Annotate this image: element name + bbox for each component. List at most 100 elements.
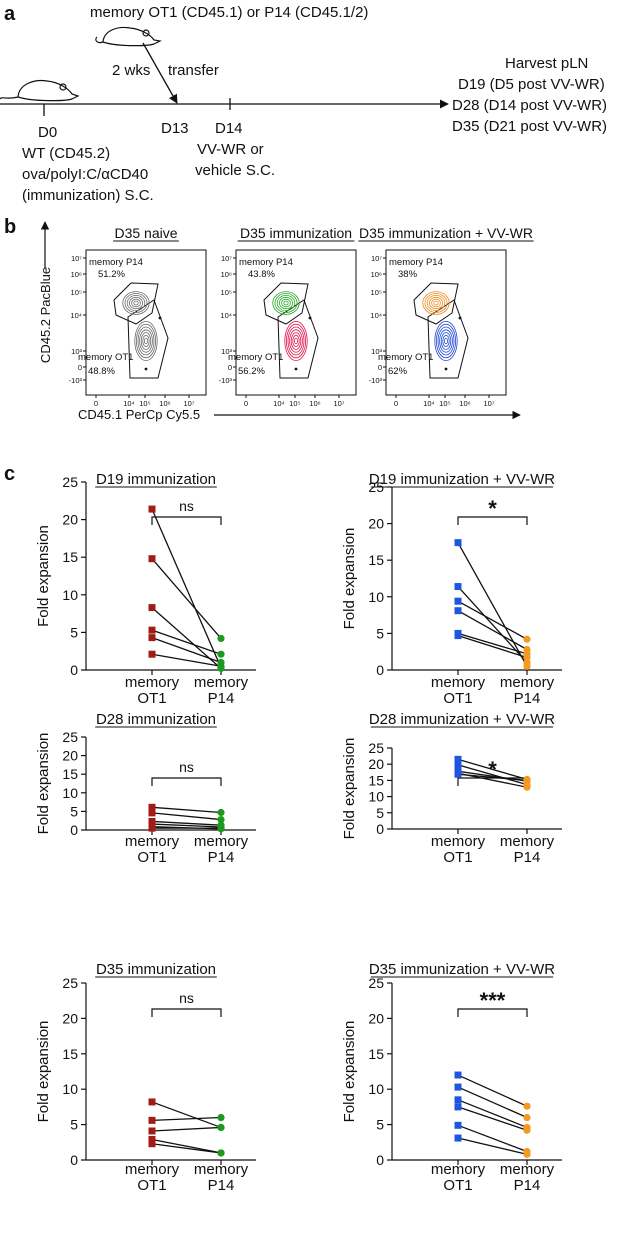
d14-label: D14: [215, 120, 243, 137]
flow-x-tick-label: 10⁶: [159, 399, 170, 408]
flow-panel-title: D35 naive: [114, 225, 177, 241]
p14-point: [217, 662, 225, 670]
chart-y-tick-label: 0: [376, 821, 384, 837]
flow-contour-p14: [281, 298, 291, 308]
chart-x-tick-label: OT1: [443, 690, 472, 707]
chart-x-tick-label: memory: [500, 1161, 555, 1178]
paired-line: [151, 558, 222, 639]
ot1-point: [454, 632, 462, 640]
flow-panel-title: D35 immunization: [240, 225, 352, 241]
flow-x-tick-label: 10⁷: [183, 399, 194, 408]
significance-bracket: [457, 516, 528, 525]
paired-line: [457, 758, 528, 781]
flow-gate-ot1: [427, 299, 469, 379]
panel-label-b: b: [4, 216, 16, 238]
paired-line: [151, 1126, 222, 1132]
ot1-point: [454, 761, 462, 769]
flow-contour-ot1: [143, 337, 148, 345]
flow-contour-ot1: [443, 337, 448, 345]
p14-point: [523, 1126, 531, 1134]
flow-ot1-percent: 48.8%: [88, 366, 115, 377]
flow-x-tick-label: 10⁵: [289, 399, 300, 408]
flow-p14-label: memory P14: [239, 257, 293, 268]
chart-y-tick-label: 0: [70, 662, 78, 678]
p14-point: [217, 650, 225, 658]
flow-contour-p14: [124, 293, 148, 313]
paired-line: [151, 508, 222, 669]
flow-gate-p14: [113, 282, 159, 325]
flow-outlier-dot: [144, 367, 148, 371]
flow-outlier-dot: [444, 367, 448, 371]
flow-contour-ot1: [142, 334, 150, 347]
transfer-label: transfer: [168, 62, 219, 79]
flow-y-tick-label: 10³: [371, 347, 382, 356]
flow-contour-p14: [126, 294, 146, 311]
chart-x-tick-label: OT1: [137, 849, 166, 866]
paired-line: [457, 610, 528, 651]
significance-label: ns: [179, 498, 194, 514]
mouse-icon-bottom: [0, 79, 80, 102]
p14-point: [217, 808, 225, 817]
flow-contour-ot1: [285, 323, 306, 359]
flow-x-tick-label: 10⁴: [423, 399, 435, 408]
flow-contour-ot1: [293, 337, 298, 345]
ot1-point: [454, 755, 462, 763]
chart-3: D28 immunization 0 5 10 15 20 25 Fold expansion…: [35, 711, 256, 866]
p14-point: [523, 783, 531, 791]
chart-y-tick-label: 0: [70, 1152, 78, 1168]
transfer-text: memory OT1 (CD45.1) or P14 (CD45.1/2): [90, 4, 368, 21]
chart-y-tick-label: 0: [376, 662, 384, 678]
chart-x-tick-label: P14: [208, 690, 235, 707]
flow-contour-ot1: [135, 323, 156, 359]
panel-a: a memory OT1 (CD45.1) or P14 (CD45.1/2) …: [0, 3, 607, 204]
flow-ot1-label: memory OT1: [378, 352, 433, 363]
chart-x-tick-label: OT1: [443, 849, 472, 866]
ot1-point: [148, 1116, 156, 1124]
p14-point: [523, 1150, 531, 1158]
panel-label-c: c: [4, 463, 15, 485]
flow-contour-ot1: [140, 332, 152, 350]
flow-y-tick-label: 10⁴: [370, 311, 382, 320]
chart-x-tick-label: memory: [194, 674, 249, 691]
flow-y-axis-label: CD45.2 PacBlue: [38, 267, 53, 363]
flow-y-tick-label: 10⁴: [220, 311, 232, 320]
flow-gate-ot1: [277, 299, 319, 379]
chart-x-tick-label: P14: [208, 1177, 235, 1194]
flow-contour-p14: [431, 298, 441, 308]
flow-x-tick-label: 0: [94, 399, 98, 408]
paired-line: [457, 1106, 528, 1131]
significance-label: ns: [179, 990, 194, 1006]
flow-contour-p14: [131, 298, 141, 308]
harvest-d28: D28 (D14 post VV-WR): [452, 97, 607, 114]
chart-y-tick-label: 0: [70, 822, 78, 838]
flow-outlier-dot: [158, 316, 162, 320]
chart-1: D19 immunization 0 5 10 15 20 25 Fold expansion…: [35, 471, 256, 707]
flow-plot-frame: [385, 249, 507, 396]
significance-bracket: [151, 1008, 222, 1017]
flow-gate-p14: [413, 282, 459, 325]
chart-x-tick-label: memory: [125, 674, 180, 691]
panel-label-a: a: [4, 3, 16, 25]
chart-y-tick-label: 25: [62, 474, 78, 490]
chart-y-tick-label: 5: [70, 803, 78, 819]
significance-label: ***: [480, 988, 506, 1013]
panel-b: b CD45.2 PacBlue CD45.1 PerCp Cy5.5 D35 …: [4, 216, 534, 422]
flow-contour-p14: [422, 291, 450, 315]
ot1-point: [454, 539, 462, 547]
paired-line: [457, 632, 528, 655]
flow-plots: D35 naive 10⁷ 10⁶ 10⁵ 10⁴ 10³ 0 -10³ 0 10⁴ 10⁵ 10⁶ 1…: [69, 225, 534, 408]
chart-y-tick-label: 10: [62, 587, 78, 603]
flow-plot-frame: [235, 249, 357, 396]
chart-y-tick-label: 25: [62, 729, 78, 745]
paired-line: [151, 820, 222, 826]
harvest-d19: D19 (D5 post VV-WR): [458, 76, 605, 93]
flow-y-tick-label: -10³: [369, 376, 383, 385]
chart-y-tick-label: 10: [368, 589, 384, 605]
ot1-point: [148, 809, 156, 817]
chart-x-tick-label: memory: [431, 674, 486, 691]
d13-label: D13: [161, 120, 189, 137]
flow-y-tick-label: 10⁵: [71, 288, 82, 297]
chart-y-tick-label: 20: [368, 756, 384, 772]
flow-contour-ot1: [435, 323, 456, 359]
